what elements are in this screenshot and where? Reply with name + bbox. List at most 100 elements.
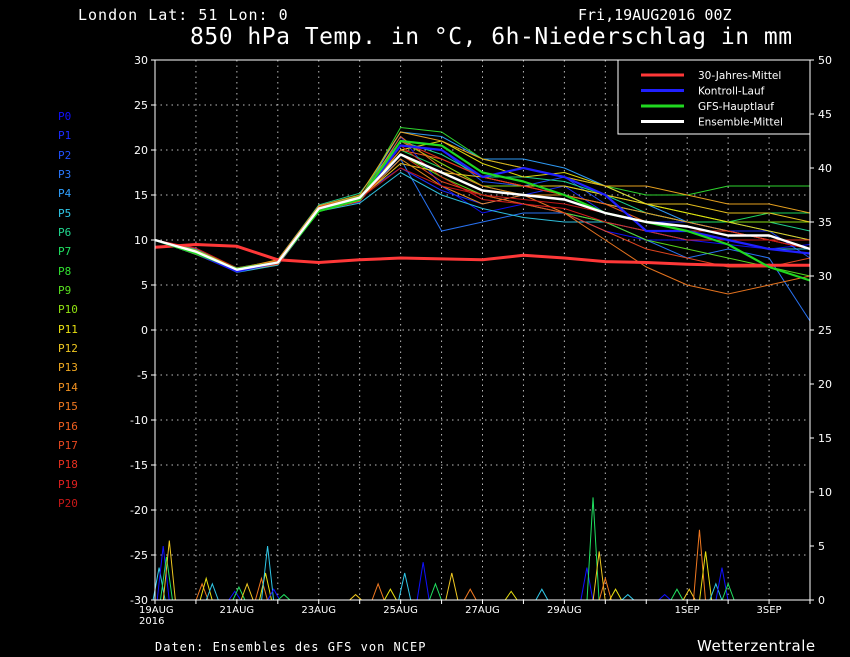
member-label-p3: P3 bbox=[58, 168, 72, 182]
ensemble-member-list: P0 P1 P2 P3 P4 P5 P6 P7 P8 P9 P10 P11 P12 P13 P14 P15 P1… bbox=[58, 110, 78, 516]
y-tick-label-left: -25 bbox=[130, 549, 148, 562]
ensemble-line-p14 bbox=[154, 158, 810, 272]
ensemble-line-p3 bbox=[154, 158, 811, 322]
y-tick-label-left: -10 bbox=[130, 414, 148, 427]
precip-spike bbox=[199, 576, 213, 601]
member-label-p15: P15 bbox=[58, 400, 78, 414]
legend-entry: Ensemble-Mittel bbox=[698, 117, 783, 129]
ensemble-line-p17 bbox=[154, 153, 811, 272]
precip-spike bbox=[267, 588, 281, 601]
precip-spike bbox=[692, 529, 706, 601]
precip-spike bbox=[621, 593, 635, 601]
y-tick-label-right: 40 bbox=[818, 162, 832, 175]
member-label-p7: P7 bbox=[58, 245, 72, 259]
ensemble-line-p12 bbox=[154, 162, 811, 271]
precip-spike bbox=[261, 545, 275, 601]
y-tick-label-right: 35 bbox=[818, 216, 832, 229]
precip-spike bbox=[586, 497, 600, 601]
precip-spike bbox=[156, 545, 170, 601]
precip-spike bbox=[254, 576, 268, 601]
precip-spike bbox=[598, 576, 612, 601]
credit-label: Wetterzentrale bbox=[697, 637, 816, 655]
ensemble-line-p18 bbox=[154, 140, 810, 271]
precip-spike bbox=[159, 556, 173, 601]
ensemble-line-p5 bbox=[154, 171, 810, 273]
member-label-p9: P9 bbox=[58, 284, 72, 298]
member-label-p12: P12 bbox=[58, 342, 78, 356]
precip-spike bbox=[715, 567, 729, 601]
y-tick-label-right: 50 bbox=[818, 54, 832, 67]
y-tick-label-right: 30 bbox=[818, 270, 832, 283]
member-label-p13: P13 bbox=[58, 361, 78, 375]
precip-spike bbox=[682, 588, 696, 601]
member-label-p11: P11 bbox=[58, 322, 78, 336]
y-tick-label-left: -30 bbox=[130, 594, 148, 607]
y-tick-label-left: -20 bbox=[130, 504, 148, 517]
member-label-p6: P6 bbox=[58, 226, 72, 240]
series-line-0 bbox=[154, 243, 810, 267]
series-line-2 bbox=[154, 139, 811, 282]
precip-spike bbox=[609, 588, 622, 601]
ensemble-line-p0 bbox=[154, 135, 811, 272]
x-tick-label: 27AUG bbox=[465, 605, 500, 616]
ensemble-line-p1 bbox=[154, 167, 811, 269]
precip-spike bbox=[162, 540, 176, 601]
x-tick-label: 3SEP bbox=[757, 605, 782, 616]
member-label-p10: P10 bbox=[58, 303, 78, 317]
x-tick-label: 1SEP bbox=[675, 605, 700, 616]
y-tick-label-left: -15 bbox=[130, 459, 148, 472]
precip-spike bbox=[152, 567, 166, 601]
y-tick-label-left: 30 bbox=[134, 54, 148, 67]
ensemble-line-p15 bbox=[154, 135, 811, 295]
precip-spike bbox=[232, 585, 246, 601]
y-tick-label-left: 0 bbox=[141, 324, 148, 337]
member-label-p5: P5 bbox=[58, 206, 72, 220]
y-tick-label-right: 45 bbox=[818, 108, 832, 121]
series-line-3 bbox=[154, 153, 811, 271]
legend-entry: Kontroll-Lauf bbox=[698, 86, 765, 98]
member-label-p17: P17 bbox=[58, 438, 78, 452]
member-label-p18: P18 bbox=[58, 458, 78, 472]
y-tick-label-right: 25 bbox=[818, 324, 832, 337]
ensemble-line-p8 bbox=[154, 126, 810, 272]
precip-spike bbox=[592, 551, 606, 601]
x-tick-label: 19AUG bbox=[139, 605, 174, 616]
chart-title: 850 hPa Temp. in °C, 6h-Niederschlag in … bbox=[190, 24, 793, 50]
ensemble-line-p9 bbox=[154, 153, 811, 277]
precip-spike bbox=[699, 551, 713, 601]
ensemble-line-p7 bbox=[154, 149, 810, 270]
y-tick-label-left: 15 bbox=[134, 189, 148, 202]
location-label: London Lat: 51 Lon: 0 bbox=[78, 6, 289, 24]
y-tick-label-right: 20 bbox=[818, 378, 832, 391]
precip-spike bbox=[205, 582, 219, 601]
ensemble-line-p13 bbox=[154, 131, 811, 270]
x-tick-label: 29AUG bbox=[547, 605, 582, 616]
x-tick-label: 23AUG bbox=[301, 605, 336, 616]
precip-spike bbox=[428, 582, 442, 601]
precip-spike bbox=[195, 582, 209, 601]
precip-spike bbox=[721, 582, 735, 601]
run-date-label: Fri,19AUG2016 00Z bbox=[578, 6, 732, 24]
y-tick-label-left: 10 bbox=[134, 234, 148, 247]
y-tick-label-left: 20 bbox=[134, 144, 148, 157]
member-label-p20: P20 bbox=[58, 496, 78, 510]
precip-spike bbox=[416, 562, 430, 601]
member-label-p2: P2 bbox=[58, 148, 72, 162]
precip-spike bbox=[240, 582, 254, 601]
legend-box bbox=[617, 59, 811, 135]
y-tick-label-right: 0 bbox=[818, 594, 825, 607]
member-label-p4: P4 bbox=[58, 187, 72, 201]
ensemble-line-p6 bbox=[154, 140, 811, 272]
y-tick-label-left: -5 bbox=[137, 369, 148, 382]
precip-spike bbox=[670, 588, 684, 601]
precip-spike bbox=[371, 582, 385, 601]
x-tick-sublabel-year: 2016 bbox=[139, 616, 164, 627]
ensemble-line-p20 bbox=[154, 167, 811, 272]
legend-entry: GFS-Hauptlauf bbox=[698, 101, 774, 113]
ensemble-line-p2 bbox=[154, 144, 811, 273]
precip-spike bbox=[463, 588, 477, 601]
y-tick-label-left: 25 bbox=[134, 99, 148, 112]
precip-spike bbox=[580, 567, 594, 601]
precip-spike bbox=[383, 588, 397, 601]
